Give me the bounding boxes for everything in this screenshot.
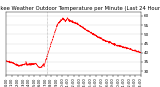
Title: Milwaukee Weather Outdoor Temperature per Minute (Last 24 Hours): Milwaukee Weather Outdoor Temperature pe… xyxy=(0,6,160,11)
